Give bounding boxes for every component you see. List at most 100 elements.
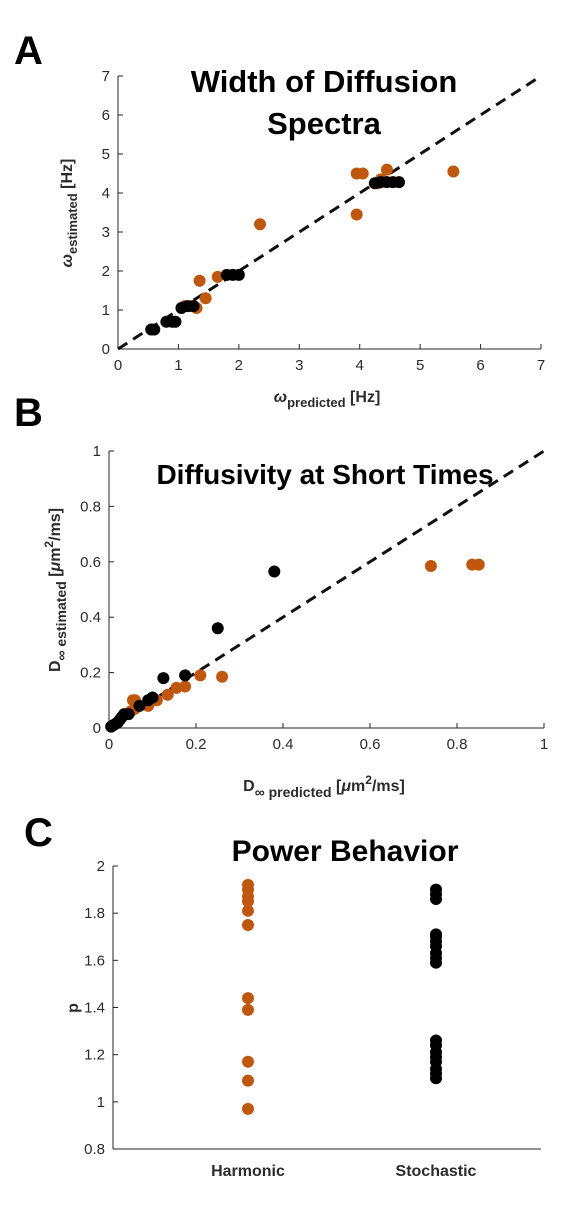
chart-a-x-tick-label: 2 xyxy=(235,357,243,374)
panel-label-c: C xyxy=(24,811,53,855)
chart-b-point-stochastic xyxy=(146,691,159,704)
chart-a-x-tick-label: 1 xyxy=(174,357,182,374)
chart-a-point-stochastic xyxy=(392,176,405,189)
chart-b-point-harmonic xyxy=(161,688,174,701)
chart-b-ylabel-unit-pre: [ xyxy=(47,571,64,581)
chart-c-y-tick-label: 1.8 xyxy=(84,905,105,922)
chart-a-xlabel: ωpredicted [Hz] xyxy=(274,389,381,410)
chart-b-xlabel-unit-mid: m xyxy=(351,778,365,795)
panel-a: A Width of Diffusion Spectra 0 1 2 3 4 5 6 7 0 1 2… xyxy=(14,29,545,410)
chart-a-ylabel-sub: estimated xyxy=(65,193,80,254)
chart-c-point-harmonic xyxy=(242,1003,254,1016)
chart-b-point-harmonic xyxy=(194,669,207,682)
chart-a-x-tick-label: 3 xyxy=(295,357,303,374)
chart-b-xlabel-sup: 2 xyxy=(365,773,372,787)
chart-b-xlabel-unit-post: /ms] xyxy=(372,778,405,795)
chart-b-title: Diffusivity at Short Times xyxy=(156,459,493,490)
chart-b-point-stochastic xyxy=(157,672,170,685)
chart-b-ylabel-unit-mid: m xyxy=(47,548,64,562)
chart-a-y-tick-label: 5 xyxy=(102,146,110,163)
chart-a-x-tick-label: 5 xyxy=(416,357,424,374)
chart-b-xlabel-prefix: D xyxy=(243,778,255,795)
chart-a-title-line1: Width of Diffusion xyxy=(191,64,458,99)
chart-b-xlabel-mu: μ xyxy=(340,778,351,795)
chart-b-xlabel-sub: ∞ predicted xyxy=(255,784,332,800)
chart-b-point-stochastic xyxy=(133,699,146,712)
chart-a-identity-line xyxy=(117,74,542,351)
chart-b-y-tick-label: 0.8 xyxy=(80,498,101,515)
chart-a-y-tick-label: 6 xyxy=(102,107,110,124)
chart-a-point-stochastic xyxy=(169,315,182,328)
chart-b-xlabel: D∞ predicted [μm2/ms] xyxy=(243,773,405,800)
chart-b-x-tick-label: 0 xyxy=(105,736,113,753)
chart-a-axes: 0 1 2 3 4 5 6 7 0 1 2 3 4 5 6 7 xyxy=(102,68,546,374)
chart-c-point-stochastic xyxy=(430,928,442,941)
panel-b: B 0 0.2 0.4 0.6 0.8 1 0 0.2 0.4 0.6 0.8 1 Diffusivi… xyxy=(14,391,548,800)
chart-b-ylabel-prefix: D xyxy=(47,660,64,672)
chart-c-point-harmonic xyxy=(242,918,254,931)
chart-b-point-harmonic xyxy=(472,558,485,571)
chart-c-y-tick-label: 1.4 xyxy=(84,1000,105,1017)
chart-c-y-tick-label: 2 xyxy=(97,858,105,875)
chart-b-point-stochastic xyxy=(179,669,192,682)
chart-a-y-tick-label: 7 xyxy=(102,68,110,85)
chart-a-point-stochastic xyxy=(187,300,200,313)
chart-a-point-harmonic xyxy=(211,270,224,283)
chart-a-xlabel-symbol: ω xyxy=(274,389,287,406)
chart-a-x-tick-label: 4 xyxy=(356,357,364,374)
chart-b-ylabel-unit-post: /ms] xyxy=(47,508,64,541)
chart-b-point-harmonic xyxy=(216,670,229,683)
panel-c: C Power Behavior 0.8 1 1.2 1.4 1.6 1.8 2 Harmon… xyxy=(24,811,541,1180)
chart-a-y-tick-label: 3 xyxy=(102,224,110,241)
chart-a-x-tick-label: 7 xyxy=(537,357,545,374)
chart-a-marks xyxy=(117,74,542,351)
chart-c-y-tick-label: 1 xyxy=(97,1094,105,1111)
chart-c-point-harmonic xyxy=(242,878,254,891)
chart-a-xlabel-unit: [Hz] xyxy=(346,389,381,406)
chart-b-x-tick-label: 0.2 xyxy=(186,736,207,753)
chart-c-point-stochastic xyxy=(430,1034,442,1047)
chart-a-y-tick-label: 0 xyxy=(102,341,110,358)
chart-b-y-tick-label: 1 xyxy=(93,443,101,460)
chart-c-title: Power Behavior xyxy=(232,835,459,868)
chart-c-marks xyxy=(242,878,442,1115)
chart-a-y-tick-label: 2 xyxy=(102,263,110,280)
chart-b-marks xyxy=(105,449,545,733)
chart-c-category-label: Stochastic xyxy=(396,1163,477,1180)
chart-a-xlabel-sub: predicted xyxy=(287,395,346,410)
chart-a-point-harmonic xyxy=(380,163,393,176)
chart-b-ylabel: D∞ estimated [μm2/ms] xyxy=(42,508,69,672)
chart-c-y-tick-label: 1.2 xyxy=(84,1047,105,1064)
chart-b-point-harmonic xyxy=(179,680,192,693)
chart-b-x-tick-label: 0.8 xyxy=(447,736,468,753)
panel-label-b: B xyxy=(14,391,43,435)
chart-c-point-harmonic xyxy=(242,992,254,1005)
chart-b-y-tick-label: 0.4 xyxy=(80,609,101,626)
chart-a-x-tick-label: 6 xyxy=(476,357,484,374)
chart-c-category-label: Harmonic xyxy=(211,1163,285,1180)
chart-c-y-tick-label: 1.6 xyxy=(84,952,105,969)
chart-b-ylabel-mu: μ xyxy=(47,561,64,572)
chart-b-point-stochastic xyxy=(268,565,281,578)
chart-c-point-harmonic xyxy=(242,1074,254,1087)
chart-a-ylabel: ωestimated [Hz] xyxy=(59,159,80,268)
chart-a-point-stochastic xyxy=(232,268,245,281)
chart-b-y-tick-label: 0.2 xyxy=(80,665,101,682)
chart-a-ylabel-unit: [Hz] xyxy=(59,159,76,194)
chart-c-point-harmonic xyxy=(242,1102,254,1115)
chart-b-xlabel-unit-pre: [ xyxy=(332,778,342,795)
chart-b-point-harmonic xyxy=(424,559,437,572)
chart-b-x-tick-label: 0.4 xyxy=(273,736,294,753)
chart-a-title-line2: Spectra xyxy=(267,106,381,141)
panel-label-a: A xyxy=(14,29,43,73)
chart-a-ylabel-symbol: ω xyxy=(59,254,76,267)
chart-c-point-stochastic xyxy=(430,883,442,896)
chart-b-ylabel-sub: ∞ estimated xyxy=(53,581,69,660)
chart-b-point-stochastic xyxy=(122,708,135,721)
chart-a-point-harmonic xyxy=(350,208,363,221)
chart-a-point-stochastic xyxy=(148,323,161,336)
chart-b-axes: 0 0.2 0.4 0.6 0.8 1 0 0.2 0.4 0.6 0.8 1 xyxy=(80,443,548,753)
chart-c-point-harmonic xyxy=(242,904,254,917)
chart-a-x-tick-label: 0 xyxy=(114,357,122,374)
